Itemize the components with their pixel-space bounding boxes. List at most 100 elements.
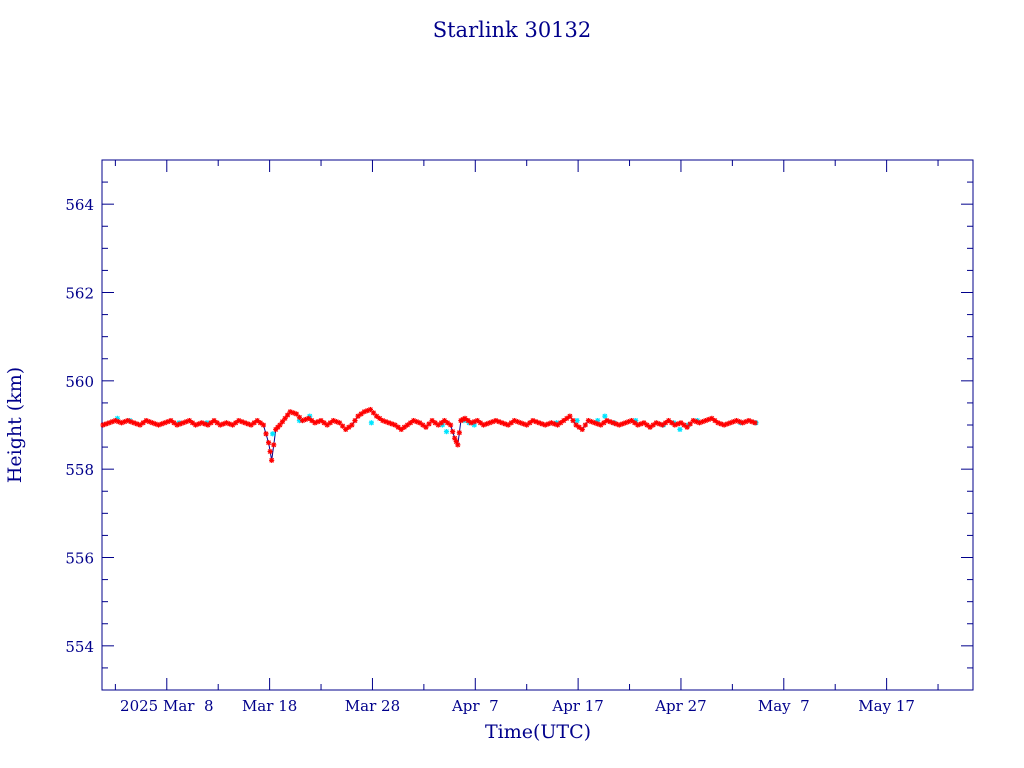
x-axis-label: Time(UTC) <box>485 721 591 743</box>
data-point-interp <box>214 420 220 426</box>
data-point-interp <box>465 417 471 424</box>
y-tick-label: 558 <box>65 461 94 479</box>
data-point <box>205 422 211 428</box>
data-point <box>318 417 324 424</box>
data-point-interp <box>407 420 414 426</box>
data-point-secondary <box>443 429 450 435</box>
data-point-interp <box>321 420 327 426</box>
data-point <box>579 426 585 433</box>
y-tick-label: 554 <box>65 638 94 656</box>
x-tick-label: May 7 <box>758 697 810 715</box>
data-point <box>678 420 684 426</box>
y-tick-label: 564 <box>65 196 94 214</box>
y-axis: 554 556 558 560 562 564 <box>65 159 973 691</box>
data-point-interp <box>309 417 315 424</box>
data-point <box>398 426 404 433</box>
data-point <box>260 422 267 428</box>
data-point <box>417 420 423 426</box>
data-point <box>223 420 230 426</box>
data-point <box>573 422 579 428</box>
data-point-interp <box>395 424 401 430</box>
data-point <box>254 417 260 424</box>
x-tick-label: Mar 28 <box>345 697 400 715</box>
data-point-interp <box>432 420 438 426</box>
data-point <box>616 422 622 428</box>
data-point-interp <box>257 420 263 426</box>
data-point-interp <box>681 422 687 428</box>
data-point-interp <box>644 422 650 428</box>
x-tick-label: Mar 18 <box>242 697 297 715</box>
data-point-interp <box>420 422 426 428</box>
x-tick-label: Apr 27 <box>654 697 706 715</box>
data-point-interp <box>233 420 239 426</box>
data-point <box>392 422 398 428</box>
data-point <box>641 420 647 426</box>
data-point <box>505 422 511 428</box>
data-point-interp <box>377 415 383 421</box>
data-point-interp <box>401 424 407 430</box>
data-point-interp <box>346 424 352 430</box>
data-point-interp <box>456 430 462 436</box>
data-point <box>455 442 461 448</box>
data-point <box>324 422 330 428</box>
data-point <box>404 422 411 428</box>
data-point <box>269 457 275 463</box>
data-point <box>435 422 441 428</box>
data-point <box>462 415 468 421</box>
data-point-secondary <box>368 420 375 426</box>
data-point-interp <box>625 419 632 425</box>
data-point <box>554 422 561 428</box>
data-point <box>293 411 299 417</box>
data-point <box>441 417 448 424</box>
chart-title: Starlink 30132 <box>433 18 592 42</box>
series-line <box>102 408 756 461</box>
x-tick-label: Apr 7 <box>451 697 499 715</box>
data-point <box>373 413 380 419</box>
data-point-interp <box>450 429 456 435</box>
data-point <box>265 440 272 446</box>
data-point-interp <box>527 420 533 426</box>
data-point-interp <box>189 420 196 426</box>
data-point-interp <box>267 448 273 455</box>
data-point-interp <box>508 420 514 426</box>
data-point-interp <box>140 420 146 426</box>
data-point-interp <box>444 420 451 426</box>
data-point <box>524 422 530 428</box>
data-point-interp <box>650 422 656 428</box>
data-point-interp <box>632 420 638 426</box>
data-point-interp <box>564 415 570 421</box>
data-point <box>355 413 361 419</box>
data-point-interp <box>558 420 564 426</box>
data-point <box>474 417 480 424</box>
series-layer <box>100 406 759 463</box>
data-point <box>229 422 236 428</box>
data-point <box>647 424 653 430</box>
data-point <box>659 422 666 428</box>
data-point <box>448 422 454 428</box>
data-point <box>248 422 254 428</box>
y-tick-label: 556 <box>65 550 94 568</box>
data-point <box>511 417 517 424</box>
data-point-interp <box>712 417 718 424</box>
x-tick-label: 2025 Mar 8 <box>120 697 214 715</box>
x-tick-label: May 17 <box>858 697 915 715</box>
data-point-interp <box>263 431 269 437</box>
data-point-interp <box>662 420 669 426</box>
data-point-interp <box>749 419 755 425</box>
data-point-interp <box>245 421 251 427</box>
data-point <box>349 422 355 428</box>
data-point-interp <box>582 422 588 428</box>
data-point-interp <box>570 417 576 424</box>
data-point <box>343 426 349 433</box>
data-point-interp <box>576 424 582 430</box>
data-point <box>287 409 293 415</box>
y-tick-label: 560 <box>65 373 94 391</box>
data-point <box>186 417 193 424</box>
data-point-interp <box>352 417 358 424</box>
data-point-interp <box>208 420 214 426</box>
data-point-interp <box>601 420 607 426</box>
data-point-interp <box>271 442 277 448</box>
data-point-interp <box>251 420 257 426</box>
x-axis: 2025 Mar 8 Mar 18 Mar 28 Apr 7 Apr 17 Apr 27 M… <box>114 160 939 715</box>
